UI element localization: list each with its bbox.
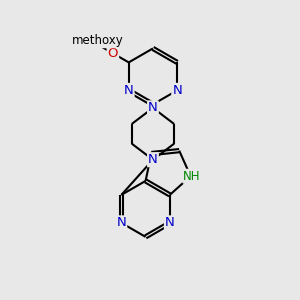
Text: N: N: [148, 153, 158, 166]
Text: N: N: [165, 216, 175, 230]
Text: O: O: [108, 47, 118, 60]
Text: N: N: [172, 84, 182, 97]
Text: N: N: [124, 84, 134, 97]
Text: N: N: [116, 216, 126, 230]
Text: N: N: [148, 101, 158, 114]
Text: methoxy: methoxy: [71, 34, 123, 47]
Text: NH: NH: [183, 170, 201, 183]
